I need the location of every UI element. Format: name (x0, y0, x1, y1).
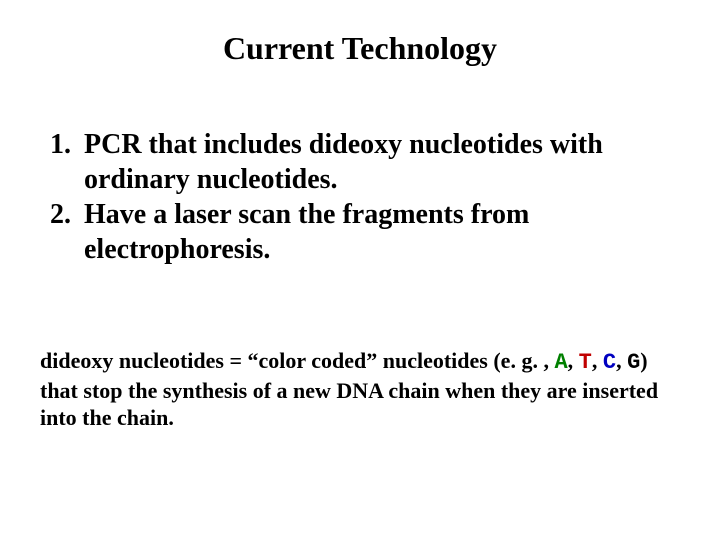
nucleotide-T: T (579, 350, 592, 375)
nucleotide-A: A (554, 350, 567, 375)
nt-sep: , (568, 348, 579, 373)
nt-sep: , (616, 348, 627, 373)
nt-sep: , (592, 348, 603, 373)
definition-paragraph: dideoxy nucleotides = “color coded” nucl… (40, 347, 680, 432)
slide-title: Current Technology (40, 30, 680, 67)
nucleotide-G: G (627, 350, 640, 375)
numbered-list: PCR that includes dideoxy nucleotides wi… (40, 127, 680, 267)
slide: Current Technology PCR that includes did… (0, 0, 720, 540)
definition-prefix: dideoxy nucleotides = “color coded” nucl… (40, 348, 554, 373)
list-item: Have a laser scan the fragments from ele… (78, 197, 680, 267)
nucleotide-C: C (603, 350, 616, 375)
list-item: PCR that includes dideoxy nucleotides wi… (78, 127, 680, 197)
